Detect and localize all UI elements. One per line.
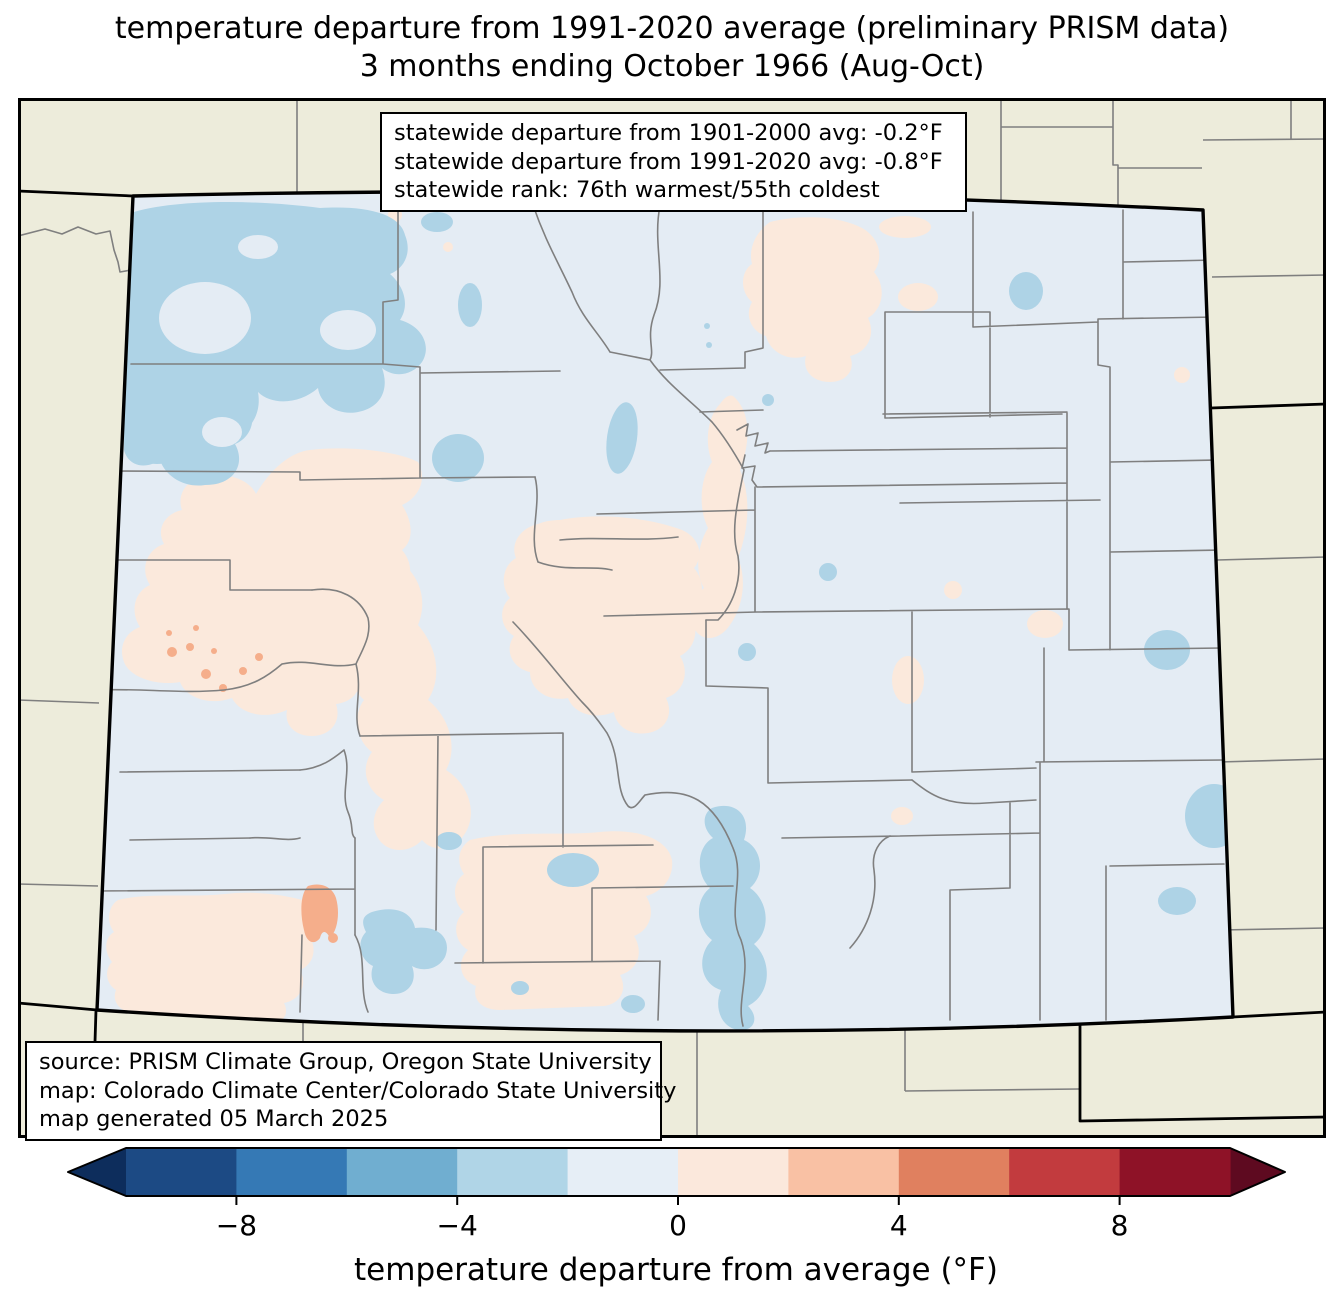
colorbar-tick-label: 8: [1111, 1209, 1129, 1242]
figure-title: temperature departure from 1991-2020 ave…: [0, 10, 1344, 86]
source-attribution-box: source: PRISM Climate Group, Oregon Stat…: [25, 1041, 677, 1141]
colorbar-segment: [457, 1148, 569, 1196]
colorbar-area: −8 −4 0 4 8 temperature departure from avera…: [0, 1140, 1344, 1299]
colorbar-segment: [567, 1148, 679, 1196]
colorbar-under-arrow: [68, 1148, 126, 1196]
title-line-1: temperature departure from 1991-2020 ave…: [114, 11, 1230, 46]
county-lines-straight: [97, 209, 1225, 1021]
neighbor-county-lines: [18, 99, 1326, 1137]
source-line-2: map: Colorado Climate Center/Colorado St…: [39, 1077, 677, 1104]
statewide-stats-box: statewide departure from 1901-2000 avg: …: [380, 112, 967, 212]
stats-line-2: statewide departure from 1991-2020 avg: …: [394, 148, 943, 175]
county-lines-curved: [97, 204, 1037, 1027]
colorbar-tick-label: 0: [669, 1209, 687, 1242]
colorbar-segment: [898, 1148, 1010, 1196]
colorbar-svg: −8 −4 0 4 8 temperature departure from avera…: [67, 1147, 1286, 1288]
stats-line-3: statewide rank: 76th warmest/55th coldes…: [394, 177, 880, 203]
colorbar-over-arrow: [1230, 1148, 1285, 1196]
colorbar-segment: [236, 1148, 348, 1196]
colorbar-tick-label: 4: [890, 1209, 908, 1242]
source-line-3: map generated 05 March 2025: [39, 1106, 389, 1132]
anomaly-patch-holes: [159, 235, 376, 447]
source-line-1: source: PRISM Climate Group, Oregon Stat…: [39, 1049, 652, 1075]
colorado-map: [18, 98, 1326, 1138]
map-area: [18, 98, 1326, 1138]
warm-anomaly-patches: [106, 208, 1190, 1023]
colorbar-segment: [1009, 1148, 1121, 1196]
colorbar-segment: [1119, 1148, 1231, 1196]
map-frame: [18, 98, 1326, 1138]
colorbar-axis-label: temperature departure from average (°F): [354, 1252, 998, 1288]
colorbar-tick-label: −8: [216, 1209, 257, 1242]
colorbar-outline: [67, 1147, 1286, 1197]
title-line-2: 3 months ending October 1966 (Aug-Oct): [359, 49, 985, 84]
colorbar-segment: [788, 1148, 900, 1196]
stats-line-1: statewide departure from 1901-2000 avg: …: [394, 120, 943, 146]
cool-anomaly-patches: [124, 202, 1233, 1031]
colorbar-segment: [126, 1148, 237, 1196]
colorbar-tick-label: −4: [437, 1209, 478, 1242]
warmer-anomaly-spots: [166, 625, 338, 943]
colorbar-segment: [678, 1148, 789, 1196]
colorbar-segment: [346, 1148, 458, 1196]
colorbar-segments: −8 −4 0 4 8: [67, 1147, 1286, 1242]
